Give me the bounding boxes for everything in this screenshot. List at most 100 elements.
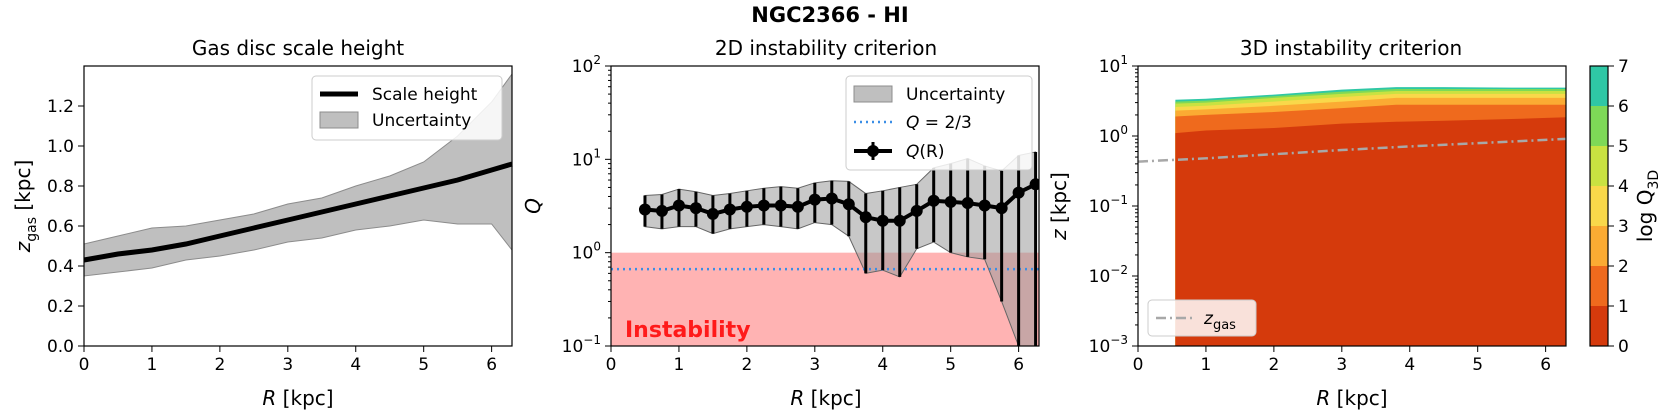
q-point xyxy=(1029,178,1039,191)
q-point xyxy=(927,194,940,207)
panel2-ytick-label: 100 xyxy=(572,240,601,264)
q-point xyxy=(774,199,787,212)
q-point xyxy=(757,199,770,212)
panel1-axes-frame xyxy=(83,65,513,347)
legend-fill-swatch xyxy=(319,111,359,129)
panel2-legend: Uncertainty Q = 2/3 Q(R) xyxy=(845,75,1033,171)
colorbar-segment xyxy=(1590,226,1608,266)
instability-region xyxy=(611,252,1039,346)
panel3-legend-box xyxy=(1147,299,1257,337)
legend-entry-scale-height: Scale height xyxy=(372,85,478,105)
panel1-ytick-label: 0.8 xyxy=(47,177,74,197)
q-point xyxy=(910,204,923,217)
legend-entry-q: Q(R) xyxy=(906,142,944,162)
legend-entry-uncertainty: Uncertainty xyxy=(906,85,1005,105)
panel1-xtick-label: 4 xyxy=(350,355,361,375)
colorbar-label: log Q3D xyxy=(1633,170,1661,242)
colorbar-tick-label: 3 xyxy=(1618,217,1629,237)
colorbar-tick-label: 2 xyxy=(1618,257,1629,277)
panel1-ytick-label: 0.4 xyxy=(47,257,74,277)
panel-3d-instability: 3D instability criterion 0 1 2 3 4 5 6 10−3 10−2… xyxy=(1047,36,1661,410)
panel3-xtick-label: 1 xyxy=(1201,355,1212,375)
panel3-xtick-label: 2 xyxy=(1268,355,1279,375)
panel1-ytick-label: 0.6 xyxy=(47,217,74,237)
panel1-ylabel: zgas [kpc] xyxy=(11,160,40,254)
instability-label: Instability xyxy=(625,318,751,343)
panel3-xtick-label: 4 xyxy=(1404,355,1415,375)
q-point xyxy=(876,214,889,227)
panel3-xlabel: R [kpc] xyxy=(1316,386,1387,410)
colorbar-segment xyxy=(1590,306,1608,346)
q-point xyxy=(944,195,957,208)
panel1-title: Gas disc scale height xyxy=(192,36,404,60)
panel1-ytick-label: 0.2 xyxy=(47,297,74,317)
colorbar-tick-label: 1 xyxy=(1618,297,1629,317)
panel2-ytick-label: 101 xyxy=(572,146,601,170)
q-point xyxy=(672,199,685,212)
q-point xyxy=(1012,186,1025,199)
colorbar-tick-label: 7 xyxy=(1618,57,1629,77)
panel2-ytick-label: 102 xyxy=(572,53,601,77)
panel3-xtick-label: 0 xyxy=(1133,355,1144,375)
panel1-xlabel: R [kpc] xyxy=(262,386,333,410)
panel3-ytick-label: 100 xyxy=(1099,123,1128,147)
q-point xyxy=(995,202,1008,215)
contour-level-0-1 xyxy=(1175,117,1566,346)
legend-entry-threshold: Q = 2/3 xyxy=(906,113,972,133)
panel1-ytick-label: 1.0 xyxy=(47,137,74,157)
legend-fill-swatch xyxy=(853,85,893,103)
q-point xyxy=(978,199,991,212)
colorbar-segment xyxy=(1590,66,1608,106)
q-point xyxy=(893,214,906,227)
panel2-xtick-label: 0 xyxy=(606,355,617,375)
panel1-legend: Scale height Uncertainty xyxy=(311,75,503,141)
panel1-xtick-label: 1 xyxy=(147,355,158,375)
q-point xyxy=(638,203,651,216)
q-point xyxy=(791,200,804,213)
panel1-ytick-label: 0.0 xyxy=(47,337,74,357)
scale-height-line xyxy=(83,161,513,263)
panel2-axes-frame xyxy=(610,65,1040,347)
q-point xyxy=(740,200,753,213)
legend-entry-uncertainty: Uncertainty xyxy=(372,111,471,131)
panel1-xtick-label: 3 xyxy=(282,355,293,375)
colorbar-tick-label: 0 xyxy=(1618,337,1629,357)
panel2-title: 2D instability criterion xyxy=(715,36,937,60)
panel3-xtick-label: 6 xyxy=(1540,355,1551,375)
q-point xyxy=(825,192,838,205)
colorbar-segment xyxy=(1590,186,1608,226)
panel1-legend-box xyxy=(311,75,503,141)
panel2-xtick-label: 4 xyxy=(877,355,888,375)
panel3-ylabel: z [kpc] xyxy=(1047,172,1071,241)
q-point xyxy=(723,203,736,216)
panel2-ylabel: Q xyxy=(521,198,545,214)
q-point xyxy=(961,197,974,210)
panel-2d-instability: 2D instability criterion Instability 0 1 2… xyxy=(521,36,1040,410)
colorbar-frame xyxy=(1589,65,1609,347)
q-point xyxy=(706,207,719,220)
panel1-xtick-label: 2 xyxy=(214,355,225,375)
q-point xyxy=(689,202,702,215)
q-point xyxy=(808,193,821,206)
legend-marker-swatch xyxy=(867,145,879,157)
panel1-ytick-label: 1.2 xyxy=(47,97,74,117)
panel1-xtick-label: 5 xyxy=(418,355,429,375)
legend-entry-zgas: zgas xyxy=(1203,309,1236,333)
panel3-ytick-label: 10−1 xyxy=(1089,193,1128,217)
panel2-xtick-label: 3 xyxy=(809,355,820,375)
panel1-xtick-label: 6 xyxy=(486,355,497,375)
colorbar-tick-label: 5 xyxy=(1618,137,1629,157)
colorbar-segment xyxy=(1590,146,1608,186)
panel3-ytick-label: 101 xyxy=(1099,53,1128,77)
q-point xyxy=(655,204,668,217)
panel2-xlabel: R [kpc] xyxy=(790,386,861,410)
panel3-legend: zgas xyxy=(1147,299,1257,337)
panel2-xtick-label: 2 xyxy=(741,355,752,375)
figure-suptitle: NGC2366 - HI xyxy=(751,3,908,27)
colorbar-tick-label: 6 xyxy=(1618,97,1629,117)
q-point xyxy=(859,211,872,224)
panel2-ytick-label: 10−1 xyxy=(562,333,601,357)
panel3-xtick-label: 5 xyxy=(1472,355,1483,375)
panel3-ytick-label: 10−3 xyxy=(1089,333,1128,357)
